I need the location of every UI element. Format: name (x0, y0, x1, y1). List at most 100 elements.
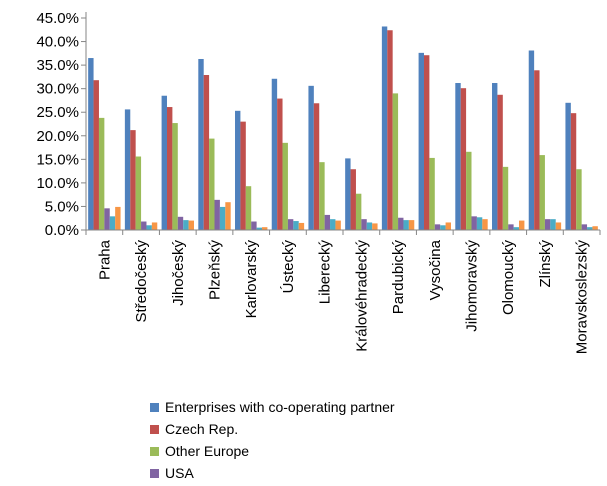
y-tick-label: 40.0% (36, 34, 79, 51)
x-tick-label: Zlínský (537, 240, 554, 288)
bar-plzeňský-series-4 (219, 206, 226, 230)
bar-pardubický-series-5 (408, 220, 415, 230)
bar-olomoucký-series-2 (502, 166, 509, 230)
bar-středočeský-series-2 (135, 156, 142, 230)
legend-item: USA (150, 462, 395, 484)
x-axis: Praha Středočeský Jihočeský Plzeňský Karlova… (85, 229, 601, 355)
bar-olomoucký-series-0 (492, 83, 498, 230)
bar-královéhradecký-series-0 (345, 158, 351, 230)
bar-zlínský-series-5 (555, 222, 562, 230)
x-tick-label: Praha (96, 239, 113, 280)
bar-zlínský-series-3 (544, 219, 551, 230)
bar-karlovarský-series-4 (256, 227, 263, 230)
bar-středočeský-series-3 (141, 221, 147, 230)
bar-středočeský-series-0 (124, 109, 131, 230)
bars-group (88, 26, 598, 231)
x-tick-label: Olomoucký (500, 240, 517, 316)
bar-praha-series-3 (104, 208, 110, 230)
bar-moravskoslezský-series-1 (570, 113, 577, 230)
x-tick-label: Karlovarský (243, 240, 260, 319)
bar-ústecký-series-1 (277, 98, 283, 230)
bar-plzeňský-series-5 (225, 202, 231, 230)
bar-moravskoslezský-series-0 (565, 102, 571, 230)
bar-karlovarský-series-0 (235, 110, 241, 230)
bar-olomoucký-series-3 (508, 224, 514, 230)
bar-moravskoslezský-series-3 (581, 224, 588, 230)
bar-moravskoslezský-series-5 (592, 226, 598, 230)
bar-jihočeský-series-2 (172, 123, 178, 230)
y-tick-label: 5.0% (45, 198, 79, 215)
bar-karlovarský-series-3 (251, 221, 257, 230)
bar-moravskoslezský-series-4 (587, 227, 593, 230)
bar-plzeňský-series-1 (203, 75, 210, 230)
bar-středočeský-series-1 (130, 130, 136, 230)
bar-liberecký-series-3 (324, 214, 331, 230)
bar-vysočina-series-3 (434, 224, 441, 230)
bar-pardubický-series-3 (398, 217, 404, 230)
x-tick-label: Pardubický (390, 240, 407, 315)
bar-jihomoravský-series-5 (482, 219, 488, 230)
bar-ústecký-series-3 (287, 219, 294, 230)
bar-jihomoravský-series-4 (476, 217, 483, 230)
bar-jihomoravský-series-2 (466, 151, 472, 230)
y-tick-label: 20.0% (36, 128, 79, 145)
bar-ústecký-series-2 (282, 142, 288, 230)
x-tick-label: Jihočeský (170, 240, 187, 306)
bar-královéhradecký-series-2 (355, 193, 362, 230)
bar-liberecký-series-1 (313, 103, 320, 230)
bar-plzeňský-series-3 (214, 199, 220, 230)
bar-středočeský-series-5 (151, 222, 158, 230)
bar-karlovarský-series-5 (262, 227, 268, 230)
legend-swatch (150, 402, 159, 412)
bar-olomoucký-series-1 (497, 94, 503, 230)
bar-jihočeský-series-5 (188, 220, 194, 230)
bar-vysočina-series-5 (445, 222, 451, 230)
x-tick-label: Vysočina (427, 239, 444, 300)
legend-swatch (150, 424, 159, 434)
legend-label: Czech Rep. (165, 421, 239, 437)
bar-vysočina-series-0 (418, 52, 424, 230)
y-tick-label: 35.0% (36, 57, 79, 74)
bar-královéhradecký-series-5 (372, 223, 378, 230)
bar-jihočeský-series-1 (166, 107, 173, 230)
bar-vysočina-series-2 (429, 157, 435, 230)
y-tick-label: 45.0% (36, 10, 79, 27)
bar-zlínský-series-2 (539, 155, 545, 230)
bar-praha-series-2 (98, 117, 105, 230)
bar-ústecký-series-0 (271, 78, 278, 231)
bar-liberecký-series-5 (335, 220, 341, 230)
bar-liberecký-series-0 (308, 85, 314, 230)
legend-item: Enterprises with co-operating partner (150, 396, 395, 418)
legend: Enterprises with co-operating partner Cze… (150, 396, 395, 484)
legend-item: Other Europe (150, 440, 395, 462)
bar-plzeňský-series-0 (198, 58, 204, 230)
bar-vysočina-series-1 (423, 55, 430, 230)
bar-pardubický-series-1 (387, 30, 393, 230)
x-tick-label: Jihomoravský (464, 240, 481, 332)
bar-olomoucký-series-5 (519, 220, 525, 230)
legend-label: Enterprises with co-operating partner (165, 399, 395, 415)
y-tick-label: 0.0% (45, 222, 79, 239)
bar-karlovarský-series-2 (245, 186, 252, 230)
bar-středočeský-series-4 (146, 225, 152, 230)
y-tick-label: 10.0% (36, 175, 79, 192)
bar-jihočeský-series-3 (177, 216, 184, 230)
bar-zlínský-series-1 (534, 70, 540, 230)
bar-plzeňský-series-2 (209, 138, 215, 230)
bar-jihočeský-series-0 (161, 95, 167, 230)
bar-zlínský-series-4 (550, 219, 556, 230)
bar-ústecký-series-5 (298, 222, 305, 230)
x-tick-label: Královéhradecký (353, 240, 370, 352)
bar-zlínský-series-0 (528, 50, 535, 231)
y-axis: 0.0% 5.0% 10.0% 15.0% 20.0% 25.0% 30.0% 35.0% 40… (36, 10, 87, 239)
legend-label: USA (165, 465, 194, 481)
bar-olomoucký-series-4 (513, 227, 520, 230)
bar-jihomoravský-series-0 (455, 83, 461, 230)
bar-praha-series-5 (115, 206, 121, 230)
bar-královéhradecký-series-3 (361, 219, 367, 230)
x-tick-label: Moravskoslezský (574, 240, 591, 355)
legend-label: Other Europe (165, 443, 250, 459)
bar-praha-series-4 (109, 216, 116, 230)
x-tick-label: Plzeňský (207, 240, 224, 301)
